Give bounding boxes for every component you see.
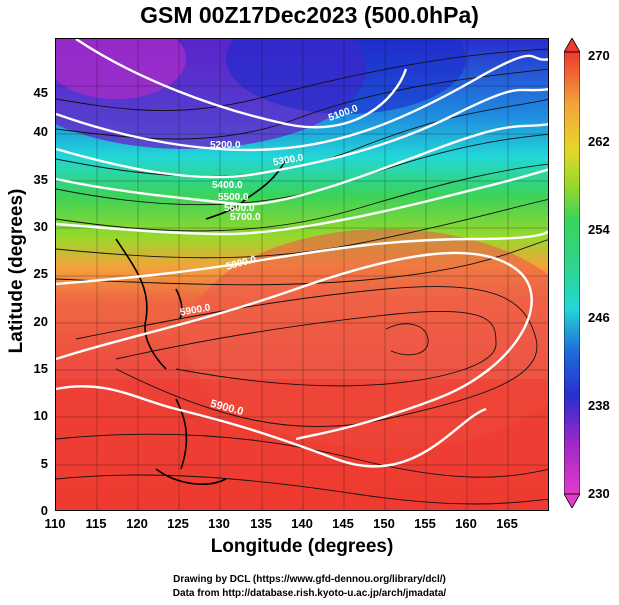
y-tick-label: 35: [33, 172, 48, 187]
x-tick-label: 150: [373, 516, 395, 531]
y-tick-label: 10: [33, 408, 48, 423]
temperature-field: [56, 39, 548, 510]
x-tick-label: 145: [332, 516, 354, 531]
y-tick-label: 45: [33, 85, 48, 100]
y-tick-label: 5: [40, 456, 48, 471]
height-contours: [56, 39, 548, 468]
contour-label: 5400.0: [212, 180, 243, 191]
chart-title: GSM 00Z17Dec2023 (500.0hPa): [140, 2, 479, 28]
y-tick-label: 40: [33, 124, 48, 139]
y-tick-label: 15: [33, 361, 48, 376]
contour-label: 5200.0: [210, 140, 241, 151]
contour-label: 5600.0: [224, 203, 255, 214]
x-tick-label: 155: [414, 516, 436, 531]
colorbar-tick: 270: [588, 48, 610, 63]
colorbar-tick: 230: [588, 486, 610, 501]
x-tick-label: 165: [496, 516, 518, 531]
x-tick-label: 125: [167, 516, 189, 531]
x-tick-label: 120: [126, 516, 148, 531]
wind-streamlines: [56, 48, 548, 505]
credit-drawing: Drawing by DCL (https://www.gfd-dennou.o…: [173, 574, 446, 585]
y-tick-label: 30: [33, 219, 48, 234]
y-tick-label: 0: [40, 503, 48, 518]
y-axis-label: Latitude (degrees): [6, 188, 27, 354]
x-axis-label: Longitude (degrees): [210, 536, 394, 557]
x-tick-label: 130: [208, 516, 230, 531]
colorbar: [564, 38, 580, 508]
map-plot-area: [55, 38, 549, 511]
contour-label: 5700.0: [230, 212, 261, 223]
credit-data: Data from http://database.rish.kyoto-u.a…: [172, 588, 447, 599]
colorbar-tick: 262: [588, 134, 610, 149]
y-tick-label: 20: [33, 314, 48, 329]
contour-label: 5500.0: [218, 192, 249, 203]
x-tick-label: 160: [455, 516, 477, 531]
x-tick-label: 135: [250, 516, 272, 531]
coastline: [115, 158, 287, 485]
colorbar-tick: 238: [588, 398, 610, 413]
x-tick-label: 140: [291, 516, 313, 531]
x-tick-label: 110: [44, 516, 66, 531]
y-tick-label: 25: [33, 266, 48, 281]
colorbar-tick: 246: [588, 310, 610, 325]
colorbar-tick: 254: [588, 222, 610, 237]
x-tick-label: 115: [85, 516, 107, 531]
